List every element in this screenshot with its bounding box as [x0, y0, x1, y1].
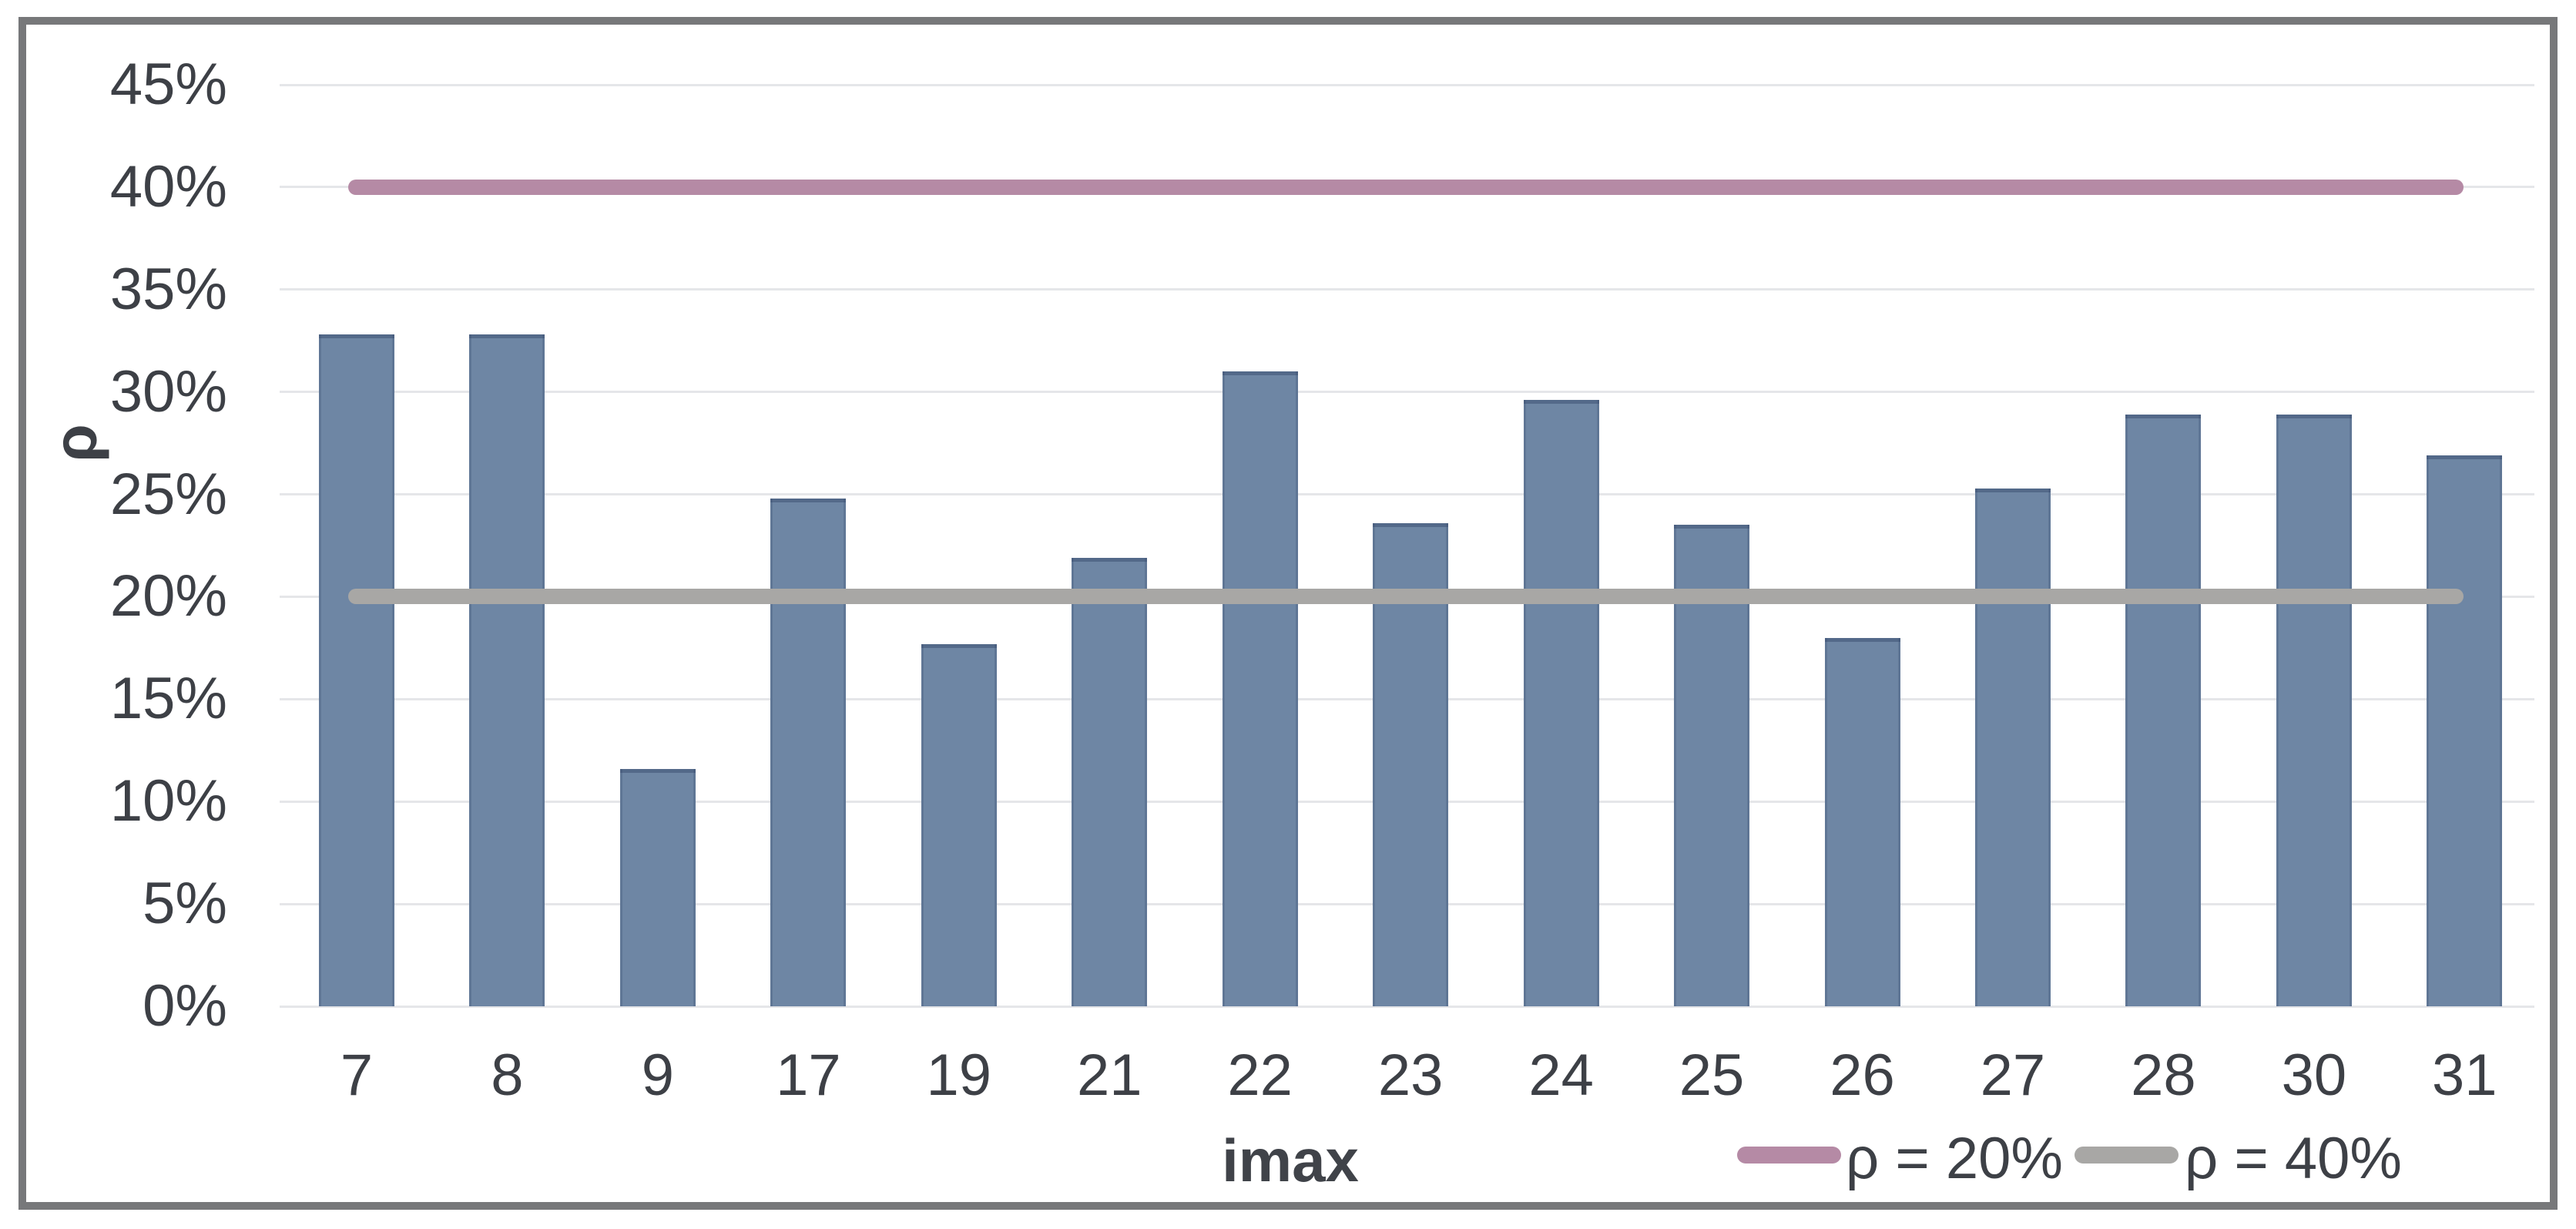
legend-label-rho-40: ρ = 40%: [2185, 1126, 2402, 1191]
legend-swatch-rho-40: [2075, 1147, 2179, 1164]
x-axis-tick-label: 28: [2131, 1043, 2196, 1108]
y-axis-tick-label: 15%: [109, 666, 227, 732]
y-axis-tick-label: 45%: [109, 52, 227, 117]
x-axis-title: imax: [1222, 1127, 1359, 1194]
reference-line-rho-20: [348, 179, 2464, 195]
bar-imax-21: [1072, 557, 1148, 1006]
x-axis-tick-label: 21: [1076, 1043, 1142, 1108]
reference-line-rho-40: [348, 589, 2464, 605]
x-axis-tick-label: 24: [1528, 1043, 1594, 1108]
x-axis-tick-label: 19: [926, 1043, 992, 1108]
x-axis-tick-label: 22: [1227, 1043, 1293, 1108]
y-axis-tick-label: 40%: [109, 153, 227, 220]
y-axis-tick-label: 35%: [109, 256, 227, 322]
bar-imax-7: [319, 334, 394, 1006]
bar-imax-30: [2276, 414, 2352, 1006]
gridline-25%: [280, 493, 2534, 496]
gridline-35%: [280, 288, 2534, 291]
x-axis-tick-label: 31: [2432, 1043, 2497, 1108]
bar-imax-28: [2125, 414, 2202, 1006]
bar-imax-19: [921, 643, 997, 1006]
x-axis-tick-label: 8: [491, 1043, 524, 1108]
x-axis-tick-label: 9: [641, 1043, 675, 1108]
y-axis-tick-label: 10%: [109, 768, 227, 834]
x-axis-tick-label: 17: [776, 1043, 841, 1108]
y-axis-tick-label: 30%: [109, 358, 227, 425]
x-axis-tick-label: 23: [1377, 1043, 1444, 1108]
legend-swatch-rho-20: [1737, 1147, 1841, 1164]
bar-imax-24: [1523, 400, 1599, 1006]
y-axis-title: ρ: [41, 424, 109, 462]
gridline-45%: [280, 83, 2534, 86]
x-axis-tick-label: 30: [2281, 1043, 2347, 1108]
bar-imax-25: [1674, 525, 1750, 1006]
bar-imax-9: [619, 768, 696, 1006]
bar-imax-22: [1222, 371, 1298, 1006]
x-axis-tick-label: 27: [1980, 1043, 2046, 1108]
bar-imax-17: [770, 498, 847, 1006]
bar-imax-31: [2427, 455, 2503, 1006]
gridline-0%: [280, 1005, 2534, 1008]
y-axis-tick-label: 20%: [109, 563, 227, 630]
bar-imax-8: [469, 334, 545, 1006]
y-axis-tick-label: 25%: [109, 461, 227, 527]
x-axis-tick-label: 25: [1679, 1043, 1745, 1108]
legend-label-rho-20: ρ = 20%: [1846, 1126, 2063, 1191]
x-axis-tick-label: 26: [1830, 1043, 1895, 1108]
bar-imax-26: [1824, 637, 1900, 1006]
y-axis-tick-label: 5%: [143, 871, 227, 937]
y-axis-tick-label: 0%: [143, 973, 227, 1039]
x-axis-tick-label: 7: [340, 1043, 374, 1108]
bar-imax-27: [1974, 488, 2051, 1006]
gridline-30%: [280, 391, 2534, 394]
